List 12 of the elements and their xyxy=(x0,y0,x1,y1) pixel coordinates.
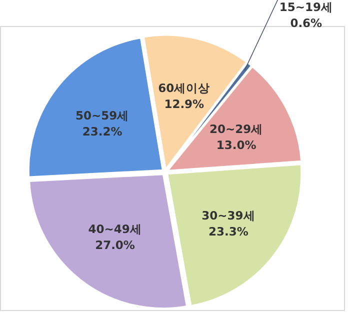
data-label: 0.6% xyxy=(290,16,323,30)
data-label: 23.2% xyxy=(82,124,123,139)
data-label: 27.0% xyxy=(95,238,136,252)
slice-label: 40~49세 xyxy=(88,222,142,236)
data-label: 12.9% xyxy=(164,96,205,111)
data-label: 13.0% xyxy=(216,138,257,152)
slice-label: 50~59세 xyxy=(76,108,130,123)
slice-label: 15~19세 xyxy=(279,0,333,14)
slice-label: 20~29세 xyxy=(210,122,264,136)
slice-label: 60세이상 xyxy=(158,80,210,95)
slice-label: 30~39세 xyxy=(202,208,256,222)
data-label: 23.3% xyxy=(208,224,249,238)
